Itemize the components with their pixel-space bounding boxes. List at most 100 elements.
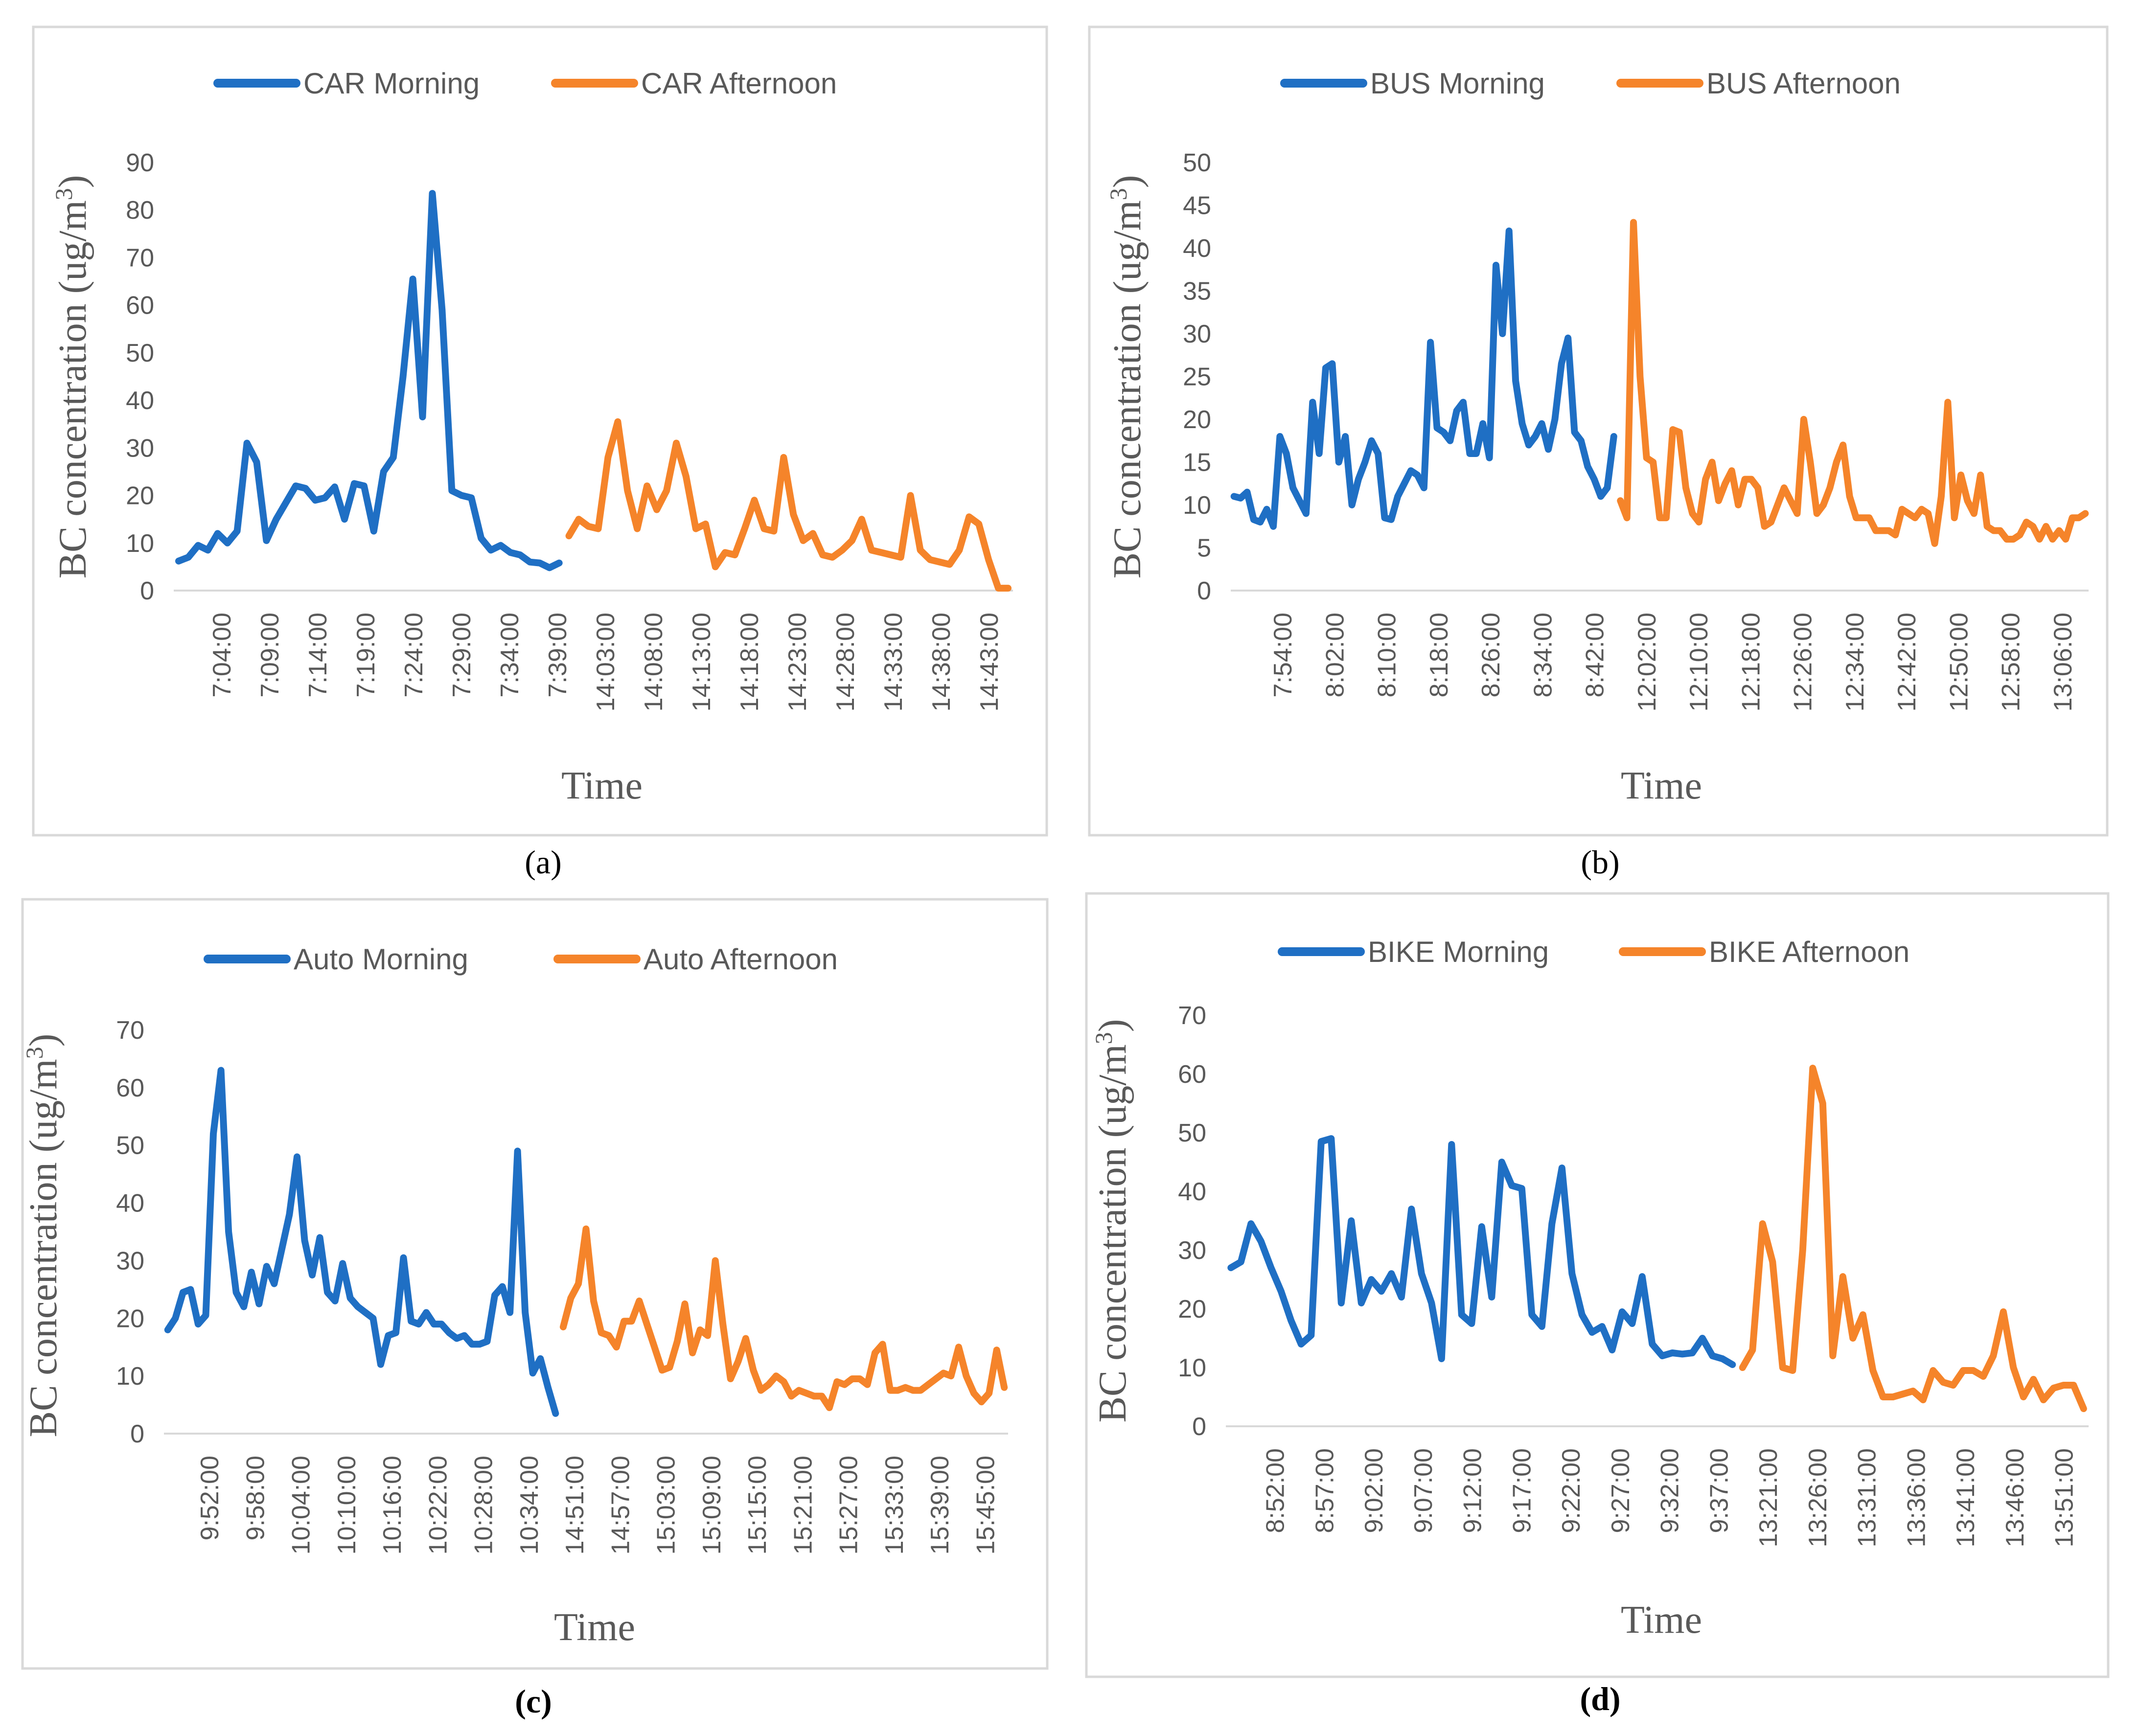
x-tick-label: 10:10:00 [333, 1456, 361, 1554]
y-tick-label: 15 [1183, 449, 1211, 477]
panel-label: (c) [515, 1683, 552, 1720]
x-tick-label: 12:50:00 [1945, 613, 1973, 711]
legend-label: BIKE Afternoon [1709, 936, 1909, 968]
x-tick-label: 8:10:00 [1373, 613, 1402, 698]
series-line-morning [175, 190, 563, 571]
y-tick-label: 25 [1183, 363, 1211, 391]
y-tick-label: 70 [116, 1016, 144, 1045]
x-tick-label: 15:27:00 [835, 1456, 863, 1554]
x-tick-label: 14:57:00 [606, 1456, 635, 1554]
x-tick-label: 14:51:00 [561, 1456, 589, 1554]
legend-label: BIKE Morning [1368, 936, 1549, 968]
x-tick-label: 8:52:00 [1262, 1448, 1290, 1533]
x-tick-label: 10:22:00 [424, 1456, 452, 1554]
y-tick-label: 70 [1178, 1002, 1206, 1030]
x-tick-label: 7:24:00 [400, 613, 428, 698]
x-tick-label: 8:02:00 [1321, 613, 1349, 698]
x-tick-label: 10:04:00 [287, 1456, 316, 1554]
x-tick-label: 14:33:00 [879, 613, 908, 711]
legend-label: CAR Afternoon [641, 67, 837, 100]
x-tick-label: 14:23:00 [783, 613, 812, 711]
y-tick-label: 60 [1178, 1060, 1206, 1089]
panel-label: (b) [1581, 844, 1619, 881]
x-tick-label: 13:41:00 [1952, 1448, 1980, 1547]
y-tick-label: 30 [1183, 320, 1211, 348]
x-tick-label: 13:21:00 [1754, 1448, 1783, 1547]
x-tick-label: 15:09:00 [698, 1456, 726, 1554]
y-tick-label: 50 [1178, 1119, 1206, 1147]
chart-frame-a [32, 25, 1048, 837]
series-line-morning [1227, 1135, 1736, 1368]
panel-label: (d) [1580, 1680, 1620, 1717]
chart-panel-b: 0 5 10 15 20 25 30 35 40 45 50 7:54:00 8:02:00 8:10:0… [1104, 67, 2089, 881]
series-line-morning [164, 1067, 559, 1417]
legend-label: BUS Afternoon [1706, 67, 1901, 100]
x-tick-label: 15:21:00 [789, 1456, 817, 1554]
y-tick-label: 50 [1183, 149, 1211, 177]
y-tick-label: 40 [126, 387, 154, 415]
x-tick-label: 14:38:00 [927, 613, 956, 711]
x-tick-label: 14:03:00 [592, 613, 620, 711]
x-tick-label: 7:19:00 [352, 613, 380, 698]
chart-frame-c [21, 898, 1049, 1670]
x-tick-label: 12:42:00 [1893, 613, 1921, 711]
y-tick-label: 0 [140, 577, 154, 605]
x-tick-label: 14:18:00 [736, 613, 764, 711]
series-line-afternoon [1739, 1065, 2087, 1412]
x-tick-label: 8:18:00 [1425, 613, 1453, 698]
y-tick-label: 80 [126, 196, 154, 225]
x-tick-label: 9:32:00 [1656, 1448, 1684, 1533]
x-tick-label: 7:54:00 [1269, 613, 1297, 698]
y-tick-label: 10 [116, 1362, 144, 1391]
x-tick-label: 7:09:00 [256, 613, 284, 698]
series-line-afternoon [1617, 219, 2089, 547]
x-tick-label: 13:51:00 [2050, 1448, 2079, 1547]
x-tick-label: 7:39:00 [544, 613, 572, 698]
x-tick-label: 14:08:00 [640, 613, 668, 711]
y-tick-label: 0 [130, 1420, 144, 1448]
x-tick-label: 9:37:00 [1705, 1448, 1733, 1533]
x-tick-label: 7:14:00 [304, 613, 332, 698]
y-tick-label: 30 [1178, 1236, 1206, 1265]
y-tick-label: 0 [1192, 1413, 1206, 1441]
x-tick-label: 12:58:00 [1997, 613, 2025, 711]
x-tick-label: 9:17:00 [1508, 1448, 1536, 1533]
y-tick-label: 60 [126, 292, 154, 320]
x-tick-label: 9:22:00 [1557, 1448, 1586, 1533]
series-line-afternoon [565, 418, 1012, 592]
x-tick-label: 14:28:00 [831, 613, 860, 711]
x-tick-label: 13:06:00 [2049, 613, 2077, 711]
legend-label: CAR Morning [303, 67, 480, 100]
x-tick-label: 15:33:00 [880, 1456, 909, 1554]
x-tick-label: 7:29:00 [448, 613, 476, 698]
x-tick-label: 12:18:00 [1737, 613, 1765, 711]
y-tick-label: 30 [116, 1247, 144, 1275]
x-axis-title: Time [1621, 764, 1702, 807]
x-tick-label: 10:16:00 [378, 1456, 407, 1554]
y-tick-label: 10 [126, 529, 154, 558]
x-tick-label: 12:34:00 [1841, 613, 1869, 711]
x-axis-title: Time [1621, 1599, 1702, 1642]
x-tick-label: 9:12:00 [1459, 1448, 1487, 1533]
chart-frame-d [1085, 892, 2110, 1678]
x-tick-label: 14:13:00 [688, 613, 716, 711]
x-tick-label: 10:28:00 [470, 1456, 498, 1554]
legend-label: Auto Morning [294, 943, 468, 976]
y-tick-label: 40 [1178, 1178, 1206, 1206]
x-tick-label: 12:10:00 [1685, 613, 1713, 711]
x-tick-label: 9:02:00 [1360, 1448, 1388, 1533]
x-tick-label: 13:36:00 [1902, 1448, 1931, 1547]
y-tick-label: 5 [1197, 534, 1211, 563]
x-tick-label: 8:42:00 [1581, 613, 1610, 698]
chart-panel-c: 0 10 20 30 40 50 60 70 9:52:00 9:58:00 10:04:00 10:… [21, 943, 1008, 1720]
y-tick-label: 45 [1183, 192, 1211, 220]
y-tick-label: 20 [1178, 1295, 1206, 1324]
x-tick-label: 13:46:00 [2001, 1448, 2029, 1547]
x-tick-label: 9:58:00 [241, 1456, 270, 1541]
y-tick-label: 50 [126, 339, 154, 367]
x-tick-label: 15:03:00 [652, 1456, 681, 1554]
y-tick-label: 30 [126, 434, 154, 462]
x-tick-label: 15:45:00 [971, 1456, 1000, 1554]
y-tick-label: 20 [116, 1304, 144, 1333]
y-tick-label: 60 [116, 1074, 144, 1102]
